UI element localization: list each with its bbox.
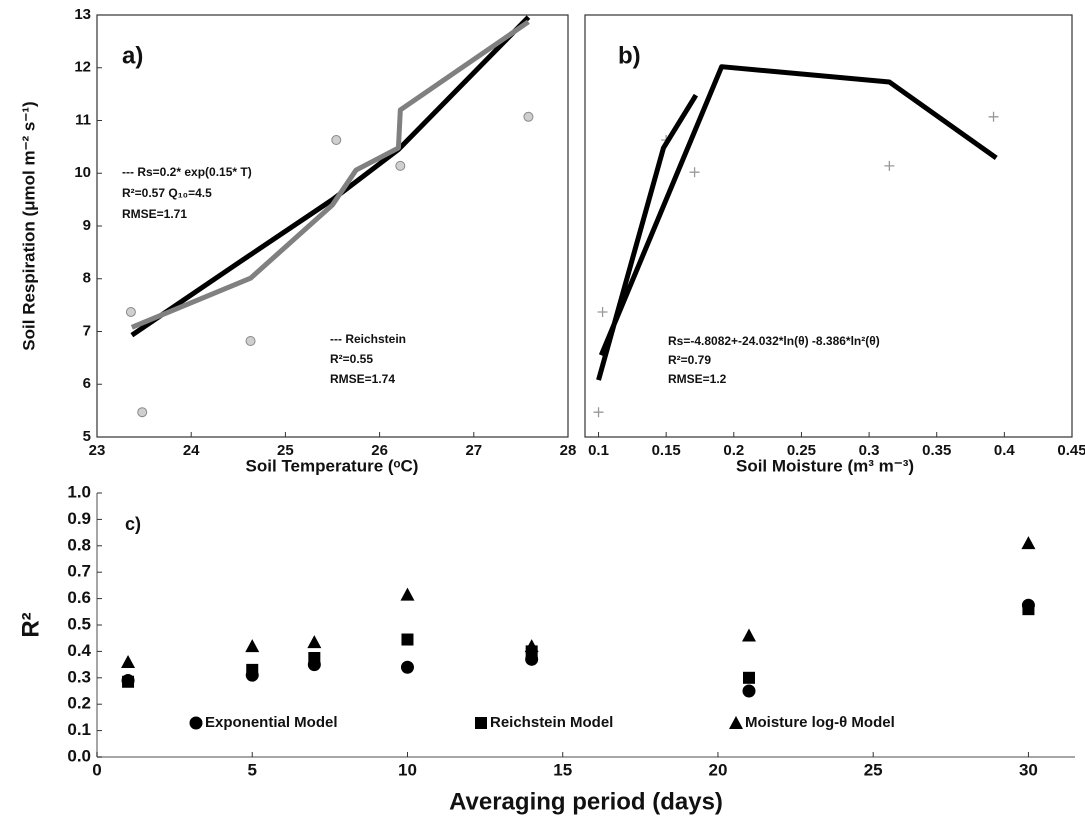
point	[246, 663, 259, 676]
x-tick-label: 0.15	[652, 442, 681, 459]
plot-frame	[584, 14, 1073, 438]
x-tick-label: 25	[864, 760, 883, 779]
point	[884, 160, 895, 171]
point	[245, 639, 260, 653]
point	[245, 335, 256, 346]
y-tick-label: 0.9	[67, 509, 91, 528]
x-tick-label: 0.35	[922, 442, 951, 459]
panel-label: b)	[618, 42, 641, 69]
x-tick-label: 25	[277, 442, 294, 459]
point	[1022, 603, 1035, 616]
point	[307, 635, 322, 649]
y-axis-label: R²	[17, 612, 44, 637]
annotation: RMSE=1.71	[122, 207, 187, 221]
point	[137, 407, 148, 418]
line	[130, 15, 531, 338]
y-tick-label: 0.1	[67, 720, 91, 739]
y-tick-label: 0.2	[67, 694, 91, 713]
y-tick-label: 0.7	[67, 562, 91, 581]
point	[689, 167, 700, 178]
y-tick-label: 7	[83, 322, 91, 339]
line	[596, 64, 998, 381]
x-tick-label: 20	[708, 760, 727, 779]
point	[988, 111, 999, 122]
annotation: RMSE=1.2	[668, 372, 727, 386]
x-tick-label: 0	[92, 760, 101, 779]
point	[308, 652, 321, 664]
legend-marker	[189, 716, 203, 730]
y-tick-label: 0.0	[67, 746, 91, 765]
point	[121, 654, 136, 668]
y-tick-label: 8	[83, 270, 91, 287]
y-tick-label: 9	[83, 217, 91, 234]
annotation: --- Reichstein	[330, 332, 406, 346]
x-tick-label: 0.4	[994, 442, 1016, 459]
x-tick-label: 23	[89, 442, 106, 459]
point	[331, 135, 342, 146]
legend-marker	[729, 716, 743, 729]
panel-label: c)	[125, 514, 141, 534]
x-tick-label: 10	[398, 760, 417, 779]
y-tick-label: 13	[74, 6, 91, 23]
x-tick-label: 24	[183, 442, 200, 459]
annotation: RMSE=1.74	[330, 372, 395, 386]
point	[400, 660, 414, 674]
x-tick-label: 0.45	[1057, 442, 1085, 459]
y-tick-label: 0.4	[67, 641, 91, 660]
annotation: R²=0.57 Q₁₀=4.5	[122, 186, 212, 200]
x-tick-label: 0.25	[787, 442, 816, 459]
point	[401, 633, 414, 646]
point	[125, 306, 136, 317]
x-tick-label: 0.1	[588, 442, 609, 459]
line	[130, 19, 530, 330]
legend-marker	[475, 717, 487, 729]
legend-label: Reichstein Model	[490, 714, 613, 731]
x-axis-label: Soil Moisture (m³ m⁻³)	[736, 456, 914, 475]
x-axis-label: Averaging period (days)	[449, 788, 723, 815]
legend-label: Exponential Model	[205, 714, 338, 731]
annotation: R²=0.79	[668, 353, 711, 367]
point	[395, 160, 406, 171]
x-tick-label: 27	[465, 442, 482, 459]
panel-label: a)	[122, 42, 143, 69]
point	[1021, 536, 1036, 550]
y-tick-label: 12	[74, 59, 91, 76]
x-tick-label: 0.2	[723, 442, 744, 459]
x-tick-label: 15	[553, 760, 572, 779]
point	[743, 671, 755, 684]
annotation: R²=0.55	[330, 352, 373, 366]
x-axis-label: Soil Temperature (ᵒC)	[246, 456, 419, 475]
point	[524, 639, 539, 653]
x-tick-label: 26	[371, 442, 388, 459]
x-tick-label: 0.3	[859, 442, 880, 459]
legend-label: Moisture log-θ Model	[745, 714, 895, 731]
y-tick-label: 6	[83, 375, 91, 392]
y-axis-label: Soil Respiration (μmol m⁻² s⁻¹)	[19, 101, 38, 350]
x-tick-label: 28	[560, 442, 577, 459]
point	[122, 675, 135, 688]
y-tick-label: 11	[75, 111, 91, 128]
y-tick-label: 0.8	[67, 535, 91, 554]
point	[597, 306, 608, 317]
annotation: --- Rs=0.2* exp(0.15* T)	[122, 165, 252, 179]
y-tick-label: 0.6	[67, 588, 91, 607]
point	[742, 684, 756, 698]
x-tick-label: 30	[1019, 760, 1038, 779]
point	[400, 587, 415, 601]
point	[523, 111, 534, 122]
y-tick-label: 1.0	[67, 482, 91, 501]
annotation: Rs=-4.8082+-24.032*ln(θ) -8.386*ln²(θ)	[668, 334, 880, 348]
y-tick-label: 10	[74, 164, 91, 181]
x-tick-label: 5	[248, 760, 257, 779]
y-tick-label: 5	[83, 428, 91, 445]
point	[742, 628, 756, 642]
y-tick-label: 0.3	[67, 667, 91, 686]
point	[593, 407, 604, 418]
y-tick-label: 0.5	[67, 614, 91, 633]
